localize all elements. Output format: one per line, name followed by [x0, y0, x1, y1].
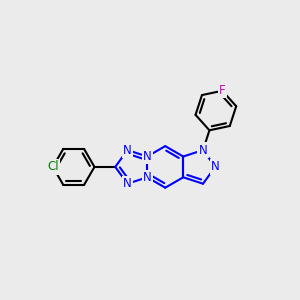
- Text: N: N: [123, 177, 132, 190]
- Text: N: N: [143, 150, 152, 163]
- Text: F: F: [219, 84, 226, 97]
- Text: N: N: [211, 160, 220, 173]
- Text: N: N: [143, 171, 152, 184]
- Text: N: N: [199, 144, 207, 157]
- Text: Cl: Cl: [47, 160, 59, 173]
- Text: N: N: [123, 144, 132, 157]
